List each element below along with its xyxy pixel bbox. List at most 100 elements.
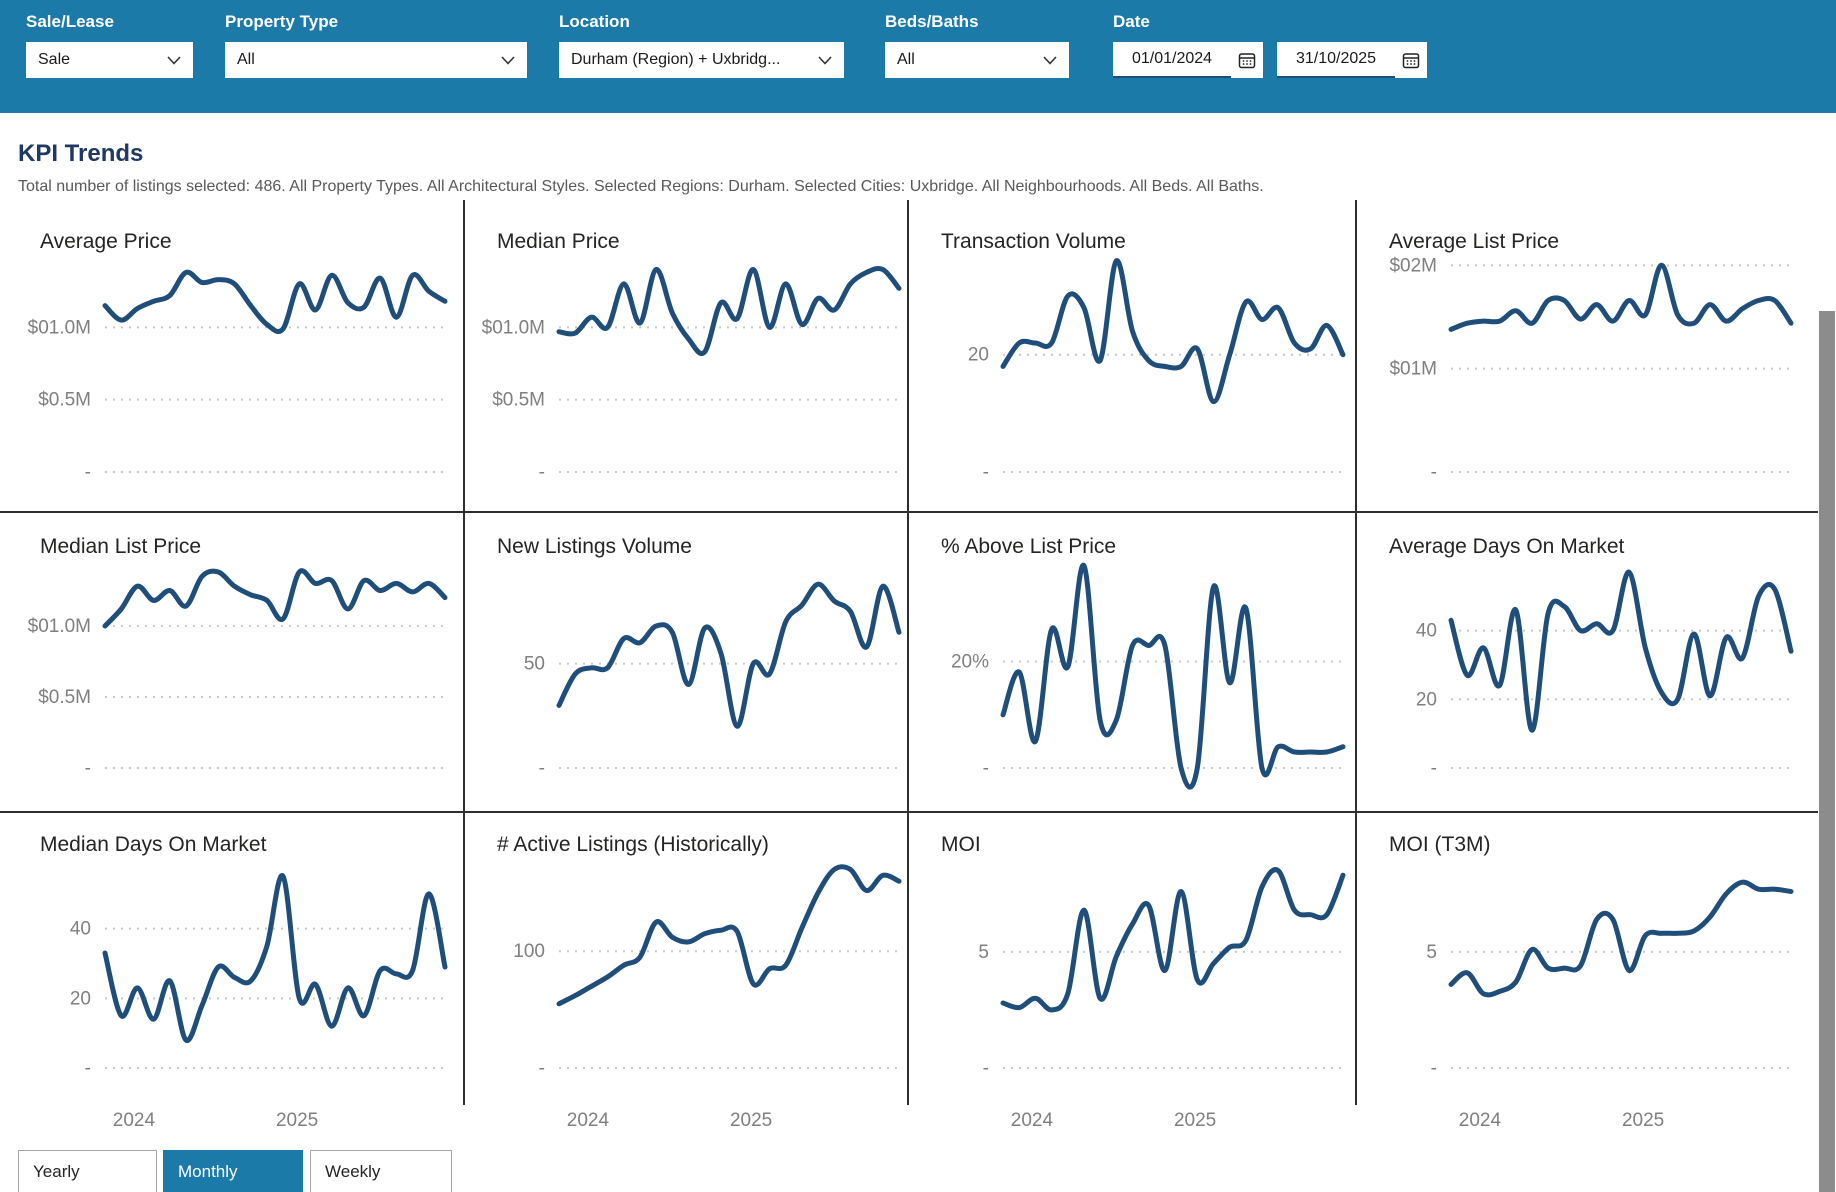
y-axis-tick-label: 40	[70, 919, 91, 940]
kpi-chart-moi-t3m: MOI (T3M) 5-	[1356, 811, 1836, 1105]
y-axis-tick-label: -	[539, 1058, 545, 1079]
line-chart-plot: $01.0M $0.5M -	[482, 265, 902, 483]
trend-line	[1448, 879, 1794, 998]
y-axis-tick-label: -	[983, 462, 989, 483]
column-divider	[463, 200, 465, 1105]
y-axis-tick-label: -	[539, 758, 545, 779]
line-chart-plot: $01.0M $0.5M -	[28, 568, 448, 779]
trend-line	[556, 265, 902, 356]
y-axis-tick-label: $01.0M	[28, 616, 91, 637]
chart-title: Median List Price	[40, 535, 202, 558]
filter-sale-lease: Sale/Lease Sale	[26, 12, 193, 78]
y-axis-tick-label: 20	[968, 345, 989, 366]
trend-line	[102, 873, 448, 1043]
sale-lease-label: Sale/Lease	[26, 12, 114, 31]
sale-lease-dropdown[interactable]: Sale	[26, 42, 193, 78]
kpi-chart-transaction-volume: Transaction Volume 20 -	[908, 175, 1356, 511]
trend-line	[102, 269, 448, 334]
line-chart-plot: 5-	[1426, 879, 1794, 1079]
kpi-chart-median-price: Median Price $01.0M $0.5M -	[464, 175, 908, 511]
date-end-input[interactable]: 31/10/2025	[1277, 42, 1395, 78]
location-dropdown[interactable]: Durham (Region) + Uxbridg...	[559, 42, 844, 78]
column-divider	[907, 200, 909, 1105]
property-type-value: All	[237, 51, 255, 68]
date-end-value: 31/10/2025	[1295, 50, 1377, 67]
chart-title: Average Days On Market	[1389, 535, 1625, 558]
line-chart-plot: $01.0M $0.5M -	[28, 269, 448, 483]
filter-location: Location Durham (Region) + Uxbridg...	[559, 12, 844, 78]
location-value: Durham (Region) + Uxbridg...	[571, 51, 781, 68]
row-divider	[0, 811, 1836, 813]
granularity-button-yearly[interactable]: Yearly	[18, 1150, 157, 1192]
y-axis-tick-label: -	[85, 758, 91, 779]
x-axis-year-label: 2024	[566, 1110, 610, 1131]
trend-line	[1448, 262, 1794, 332]
y-axis-tick-label: $0.5M	[492, 390, 545, 411]
property-type-dropdown[interactable]: All	[225, 42, 527, 78]
chart-title: % Above List Price	[941, 535, 1117, 558]
scrollbar-thumb[interactable]	[1819, 311, 1835, 1192]
x-axis-year-label: 2025	[1621, 1110, 1665, 1131]
trend-line	[1000, 867, 1346, 1013]
trend-line	[556, 581, 902, 729]
beds-baths-dropdown[interactable]: All	[885, 42, 1069, 78]
y-axis-tick-label: 100	[513, 941, 545, 962]
granularity-button-monthly[interactable]: Monthly	[163, 1150, 303, 1192]
trend-line	[1448, 569, 1794, 733]
x-axis-year-label: 2024	[1010, 1110, 1054, 1131]
chevron-down-icon	[501, 55, 515, 65]
y-axis-tick-label: 50	[524, 654, 545, 675]
y-axis-tick-label: 5	[978, 942, 989, 963]
y-axis-tick-label: $01.0M	[28, 317, 91, 338]
kpi-chart-median-list-price: Median List Price $01.0M $0.5M -	[0, 511, 464, 811]
kpi-chart-active-listings-historically: # Active Listings (Historically) 100 -	[464, 811, 908, 1105]
date-start-input[interactable]: 01/01/2024	[1113, 42, 1231, 78]
y-axis-tick-label: $02M	[1389, 255, 1437, 276]
y-axis-tick-label: 20	[1416, 689, 1437, 710]
chevron-down-icon	[1043, 55, 1057, 65]
y-axis-tick-label: -	[85, 1058, 91, 1079]
kpi-chart-above-list-price: % Above List Price 20% -	[908, 511, 1356, 811]
y-axis-tick-label: $01.0M	[482, 317, 545, 338]
y-axis-tick-label: -	[1431, 462, 1437, 483]
sale-lease-value: Sale	[38, 51, 71, 68]
y-axis-tick-label: 40	[1416, 621, 1437, 642]
chevron-down-icon	[818, 55, 832, 65]
property-type-label: Property Type	[225, 12, 339, 31]
chart-title: Median Days On Market	[40, 833, 267, 856]
granularity-button-weekly[interactable]: Weekly	[310, 1150, 452, 1192]
line-chart-plot: $02M $01M -	[1389, 255, 1794, 483]
calendar-icon[interactable]	[1395, 42, 1427, 78]
filter-bar: Sale/Lease Sale Property Type All Locati…	[0, 0, 1836, 113]
beds-baths-label: Beds/Baths	[885, 12, 979, 31]
kpi-chart-average-list-price: Average List Price $02M $01M -	[1356, 175, 1836, 511]
line-chart-plot: 20% -	[951, 563, 1346, 790]
filter-summary: Total number of listings selected: 486. …	[18, 178, 1264, 195]
line-chart-plot: 50 -	[524, 581, 902, 779]
chart-title: Transaction Volume	[941, 230, 1126, 253]
y-axis-tick-label: $0.5M	[38, 390, 91, 411]
kpi-chart-average-days-on-market: Average Days On Market 40 20 -	[1356, 511, 1836, 811]
kpi-chart-average-price: Average Price $01.0M $0.5M -	[0, 175, 464, 511]
y-axis-tick-label: -	[983, 758, 989, 779]
y-axis-tick-label: $0.5M	[38, 687, 91, 708]
scrollbar-track[interactable]	[1818, 113, 1836, 1192]
line-chart-plot: 40 20 -	[1416, 569, 1794, 779]
y-axis-tick-label: -	[1431, 1058, 1437, 1079]
x-axis-year-label: 2025	[275, 1110, 319, 1131]
filter-property-type: Property Type All	[225, 12, 527, 78]
column-divider	[1355, 200, 1357, 1105]
beds-baths-value: All	[897, 51, 915, 68]
chart-title: Median Price	[497, 230, 620, 253]
line-chart-plot: 100 -	[513, 864, 902, 1079]
kpi-chart-moi: MOI 5-	[908, 811, 1356, 1105]
calendar-icon[interactable]	[1231, 42, 1263, 78]
trend-line	[1000, 563, 1346, 790]
line-chart-plot: 40 20 -	[70, 873, 448, 1079]
x-axis-year-label: 2024	[112, 1110, 156, 1131]
y-axis-tick-label: 20%	[951, 652, 989, 673]
trend-line	[1000, 258, 1346, 405]
date-start-value: 01/01/2024	[1131, 50, 1213, 67]
chart-title: MOI (T3M)	[1389, 833, 1491, 856]
